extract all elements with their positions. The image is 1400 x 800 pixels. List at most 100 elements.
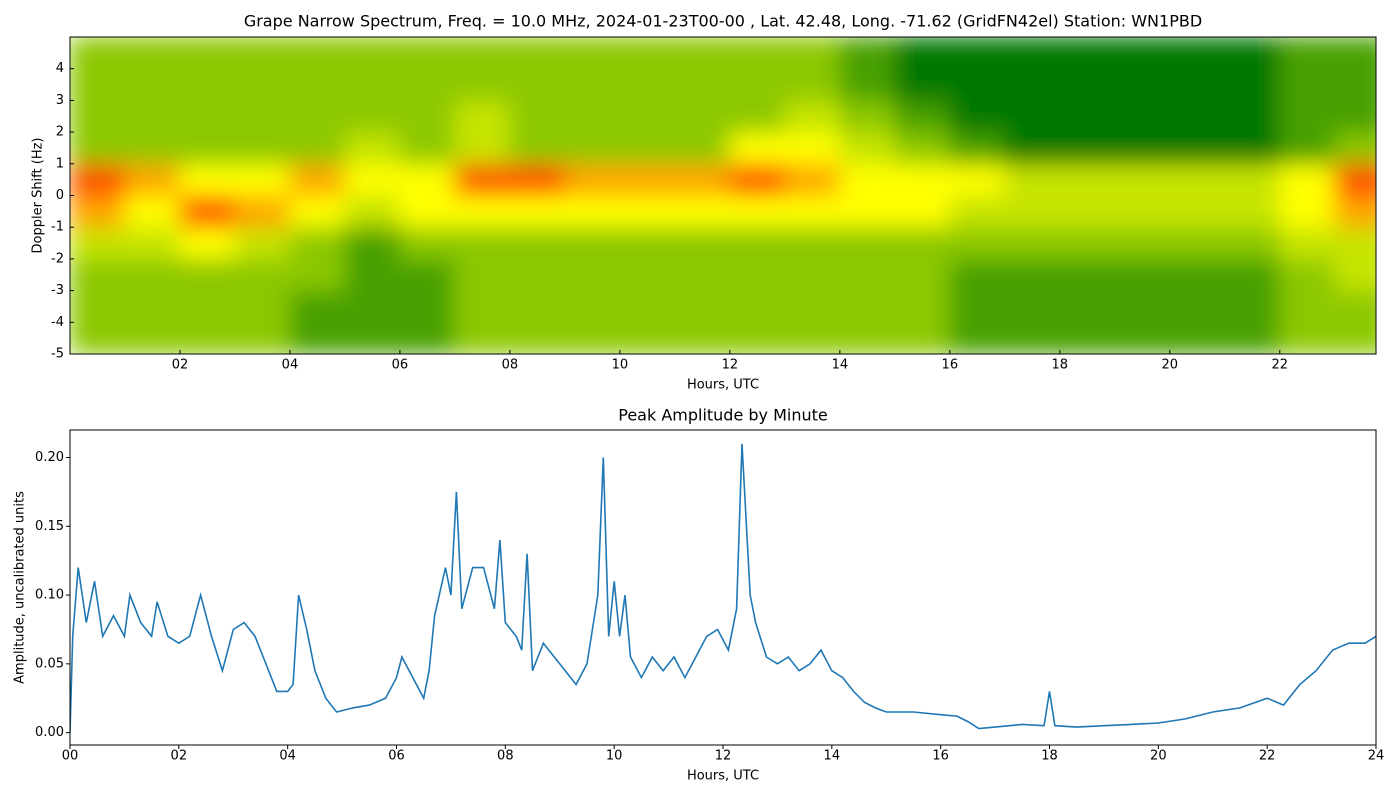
x-tick-label: 06 [388,749,405,764]
heatmap-cell [564,290,621,323]
y-tick-label: 0.20 [35,450,64,465]
heatmap-cell [1114,68,1171,101]
heatmap-cell [894,195,951,228]
heatmap-cell [509,258,566,292]
heatmap-cell [344,321,401,354]
heatmap-cell [784,163,841,196]
heatmap-cell [1004,195,1061,228]
heatmap-cell [839,37,896,70]
x-tick-label: 02 [172,358,189,373]
x-tick-label: 14 [832,358,849,373]
heatmap-cell [1004,258,1061,292]
heatmap-cell [564,37,621,70]
heatmap-cell [1224,37,1281,70]
heatmap-cell [1334,163,1376,196]
heatmap-cell [784,226,841,260]
x-tick-label: 12 [715,749,732,764]
heatmap-cell [1224,226,1281,260]
heatmap-cell [399,226,456,260]
heatmap-cell [619,99,676,133]
heatmap-cell [729,37,786,70]
heatmap-cell [70,226,126,260]
x-tick-label: 18 [1041,749,1058,764]
heatmap-cell [1279,37,1336,70]
heatmap-cell [784,131,841,165]
x-tick-label: 20 [1150,749,1167,764]
heatmap-cell [454,290,511,323]
x-axis-label: Hours, UTC [687,769,759,784]
heatmap-cell [1059,321,1116,354]
heatmap-cell [289,163,346,196]
heatmap-cell [289,195,346,228]
heatmap-cell [729,131,786,165]
heatmap-cell [1114,290,1171,323]
heatmap-cell [729,99,786,133]
heatmap-cell [234,290,291,323]
heatmap-cell [674,258,731,292]
x-tick-label: 04 [282,358,299,373]
heatmap-cell [564,99,621,133]
heatmap-cell [674,99,731,133]
x-tick-label: 00 [62,749,79,764]
heatmap-cell [949,226,1006,260]
heatmap-cell [70,195,126,228]
heatmap-cell [344,290,401,323]
heatmap-cell [1279,226,1336,260]
heatmap-cell [124,131,181,165]
heatmap-cell [234,37,291,70]
heatmap-cell [949,195,1006,228]
heatmap-cell [1224,131,1281,165]
heatmap-cell [509,321,566,354]
heatmap-cell [234,226,291,260]
heatmap-cell [234,68,291,101]
heatmap-cell [784,37,841,70]
heatmap-cell [1169,258,1226,292]
x-tick-label: 06 [392,358,409,373]
heatmap-cell [894,37,951,70]
heatmap-cell [399,37,456,70]
heatmap-cell [399,131,456,165]
heatmap-cell [399,99,456,133]
heatmap-cell [399,321,456,354]
x-tick-label: 04 [279,749,296,764]
heatmap-cell [839,131,896,165]
heatmap-cell [674,226,731,260]
heatmap-cell [1004,99,1061,133]
x-tick-label: 08 [497,749,514,764]
heatmap-cell [564,68,621,101]
heatmap-cell [1224,290,1281,323]
heatmap-cell [344,163,401,196]
line-series [70,443,1376,733]
heatmap-cell [509,226,566,260]
heatmap-cell [729,290,786,323]
heatmap-cell [894,321,951,354]
heatmap-cell [124,321,181,354]
heatmap-cell [124,226,181,260]
heatmap-cell [1334,99,1376,133]
y-tick-label: -5 [51,347,64,362]
heatmap-cell [949,321,1006,354]
heatmap-cell [729,258,786,292]
x-tick-label: 10 [606,749,623,764]
heatmap-cell [1224,321,1281,354]
heatmap-cell [949,163,1006,196]
heatmap-cell [784,321,841,354]
heatmap-cell [124,99,181,133]
heatmap-cell [70,163,126,196]
heatmap-cell [1224,195,1281,228]
heatmap-cell [1004,321,1061,354]
heatmap-cell [1279,68,1336,101]
heatmap-cell [70,68,126,101]
heatmap-cell [234,321,291,354]
heatmap-cell [1114,131,1171,165]
heatmap-cell [1169,131,1226,165]
heatmap-cell [179,290,236,323]
heatmap-cell [894,226,951,260]
heatmap-cell [619,68,676,101]
heatmap-cell [674,163,731,196]
heatmap-cell [70,99,126,133]
heatmap-cell [784,68,841,101]
heatmap-cell [399,163,456,196]
heatmap-cell [894,131,951,165]
heatmap-cell [1114,226,1171,260]
